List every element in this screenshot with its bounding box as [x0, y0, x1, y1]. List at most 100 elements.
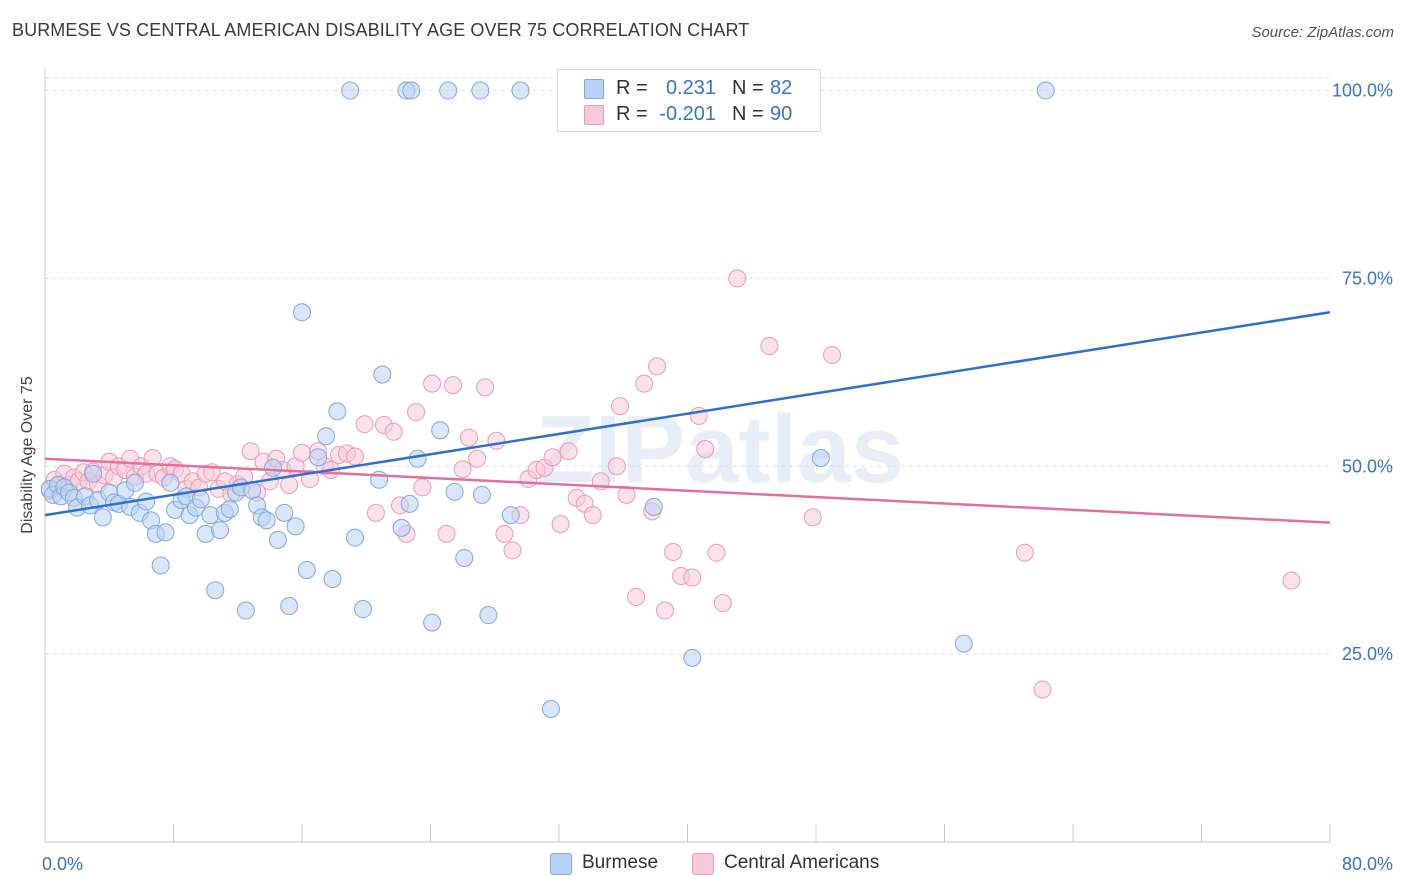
burmese-trend-line [44, 310, 1331, 517]
burmese-point [644, 497, 663, 516]
burmese-point [400, 494, 419, 513]
burmese-point [479, 606, 498, 625]
burmese-point [236, 601, 255, 620]
central-americans-point [460, 428, 479, 447]
tick-labels: 25.0% 50.0% 75.0% 100.0% 0.0% 80.0% [42, 81, 1393, 874]
n-value: 90 [770, 103, 793, 125]
burmese-point [683, 648, 702, 667]
central-americans-point [495, 524, 514, 543]
central-americans-point [355, 415, 374, 434]
legend-row-burmese: R = 0.231 N = 82 [558, 76, 820, 102]
central-americans-point [503, 541, 522, 560]
central-americans-point [384, 422, 403, 441]
burmese-point [257, 511, 276, 530]
central-americans-point [551, 515, 570, 534]
burmese-point [161, 473, 180, 492]
x-tick-label: 0.0% [42, 854, 83, 874]
burmese-point [341, 81, 360, 100]
central-americans-point [280, 476, 299, 495]
central-americans-point [407, 403, 426, 422]
burmese-point [439, 81, 458, 100]
burmese-point [93, 508, 112, 527]
burmese-point [402, 81, 421, 100]
central-americans-point [241, 442, 260, 461]
burmese-point [392, 518, 411, 537]
central-americans-point [453, 460, 472, 479]
burmese-point [191, 490, 210, 509]
n-value: 82 [770, 77, 793, 99]
y-axis-label: Disability Age Over 75 [19, 376, 36, 534]
central-americans-point [468, 449, 487, 468]
central-americans-point [696, 439, 715, 458]
burmese-point [286, 517, 305, 536]
central-americans-point [583, 506, 602, 525]
burmese-point [275, 503, 294, 522]
central-americans-point [423, 374, 442, 393]
central-americans-point [607, 457, 626, 476]
burmese-point [268, 530, 287, 549]
central-americans-point [647, 357, 666, 376]
burmese-swatch [584, 79, 604, 99]
central-americans-point [1015, 543, 1034, 562]
burmese-point [206, 581, 225, 600]
burmese-point [220, 500, 239, 519]
central-americans-point [443, 376, 462, 395]
burmese-point [156, 523, 175, 542]
central-americans-point [656, 601, 675, 620]
burmese-point [354, 600, 373, 619]
central-americans-point [293, 443, 311, 462]
y-tick-label: 50.0% [1342, 456, 1393, 476]
burmese-point [408, 449, 427, 468]
r-label: R = [616, 77, 648, 99]
central-americans-point [1282, 571, 1301, 590]
burmese-point [472, 485, 491, 504]
burmese-point [811, 449, 830, 468]
central-legend-swatch [692, 853, 714, 875]
series-legend: Burmese Central Americans [0, 852, 1406, 878]
burmese-point [309, 448, 328, 467]
central-americans-point [487, 431, 506, 450]
r-value: 0.231 [665, 77, 716, 99]
r-value: -0.201 [659, 103, 716, 125]
chart-title: BURMESE VS CENTRAL AMERICAN DISABILITY A… [12, 20, 750, 40]
burmese-point [297, 560, 316, 579]
central-americans-point [559, 442, 578, 461]
burmese-point [293, 303, 311, 322]
central-americans-point [476, 378, 495, 397]
burmese-point [455, 548, 474, 567]
burmese-point [211, 521, 230, 540]
burmese-point [471, 81, 490, 100]
burmese-point [1036, 81, 1055, 100]
central-americans-point [707, 543, 726, 562]
burmese-point [346, 528, 365, 547]
central-americans-point [713, 594, 732, 613]
central-americans-point [760, 337, 779, 356]
legend-label: Burmese [582, 852, 659, 873]
burmese-point [501, 506, 520, 525]
central-americans-point [664, 542, 683, 561]
central-americans-point [635, 374, 654, 393]
r-label: R = [616, 103, 648, 125]
central-americans-point [803, 508, 822, 527]
burmese-point [317, 427, 336, 446]
central-americans-point [617, 485, 636, 504]
central-americans-point [366, 503, 385, 522]
burmese-point [328, 402, 347, 421]
central-americans-point [627, 588, 646, 607]
legend-label: Central Americans [724, 852, 880, 873]
burmese-point [541, 699, 560, 718]
central-americans-point [728, 269, 747, 288]
n-label: N = [732, 103, 764, 125]
burmese-point [423, 613, 442, 632]
trend-lines [44, 310, 1331, 524]
burmese-points [40, 81, 1055, 718]
central-americans-point [611, 397, 630, 416]
central-swatch [584, 105, 604, 125]
burmese-point [431, 421, 450, 440]
burmese-point [511, 81, 530, 100]
central-americans-point [346, 447, 365, 466]
central-americans-point [413, 478, 432, 497]
burmese-point [280, 597, 299, 616]
burmese-point [954, 634, 973, 653]
